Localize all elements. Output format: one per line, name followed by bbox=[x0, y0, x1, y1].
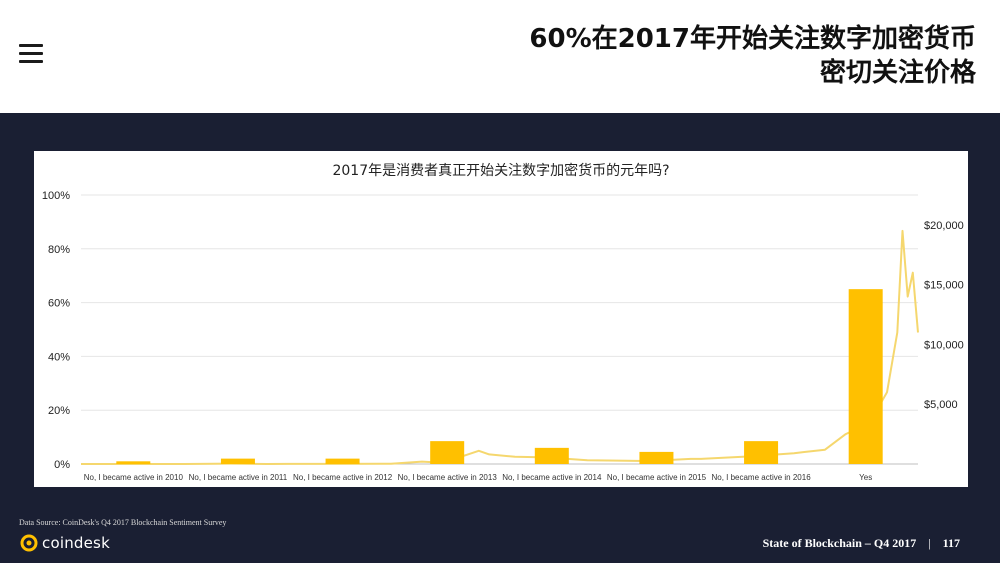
grid-lines bbox=[81, 194, 918, 465]
menu-icon[interactable] bbox=[19, 44, 43, 64]
footer-separator: | bbox=[928, 536, 931, 550]
title-line-2: 密切关注价格 bbox=[819, 58, 976, 88]
chart-title: 2017年是消费者真正开始关注数字加密货币的元年吗? bbox=[332, 162, 669, 179]
bar bbox=[744, 441, 779, 464]
y-tick-label: 40% bbox=[48, 351, 70, 363]
bar bbox=[325, 458, 360, 464]
x-tick-label: Yes bbox=[859, 473, 872, 482]
price-series bbox=[81, 229, 919, 465]
footer-report-name: State of Blockchain – Q4 2017 bbox=[762, 536, 917, 550]
x-tick-label: No, I became active in 2013 bbox=[398, 473, 498, 482]
data-source-note: Data Source: CoinDesk's Q4 2017 Blockcha… bbox=[19, 518, 227, 527]
x-tick-label: No, I became active in 2014 bbox=[502, 473, 602, 482]
y2-tick-label: $10,000 bbox=[924, 339, 964, 351]
bar-series bbox=[116, 289, 883, 464]
coindesk-logo-icon bbox=[20, 534, 38, 552]
x-tick-label: No, I became active in 2010 bbox=[84, 473, 184, 482]
bar bbox=[534, 447, 569, 464]
x-tick-label: No, I became active in 2011 bbox=[189, 473, 288, 482]
x-tick-label: No, I became active in 2015 bbox=[607, 473, 707, 482]
x-tick-label: No, I became active in 2012 bbox=[293, 473, 393, 482]
y2-tick-label: $20,000 bbox=[924, 220, 964, 232]
bar bbox=[848, 289, 883, 464]
y-tick-label: 20% bbox=[48, 405, 70, 417]
y-tick-label: 80% bbox=[48, 244, 70, 256]
title-line-1: 60%在2017年开始关注数字加密货币 bbox=[529, 24, 976, 54]
bar bbox=[430, 441, 465, 464]
chart: 2017年是消费者真正开始关注数字加密货币的元年吗? 0% 20% 40% 60% 80… bbox=[42, 162, 964, 482]
bar bbox=[116, 461, 151, 464]
y2-tick-label: $15,000 bbox=[924, 280, 964, 292]
y-tick-label: 100% bbox=[42, 190, 70, 202]
y-tick-label: 0% bbox=[54, 459, 70, 471]
slide-title: 60%在2017年开始关注数字加密货币 密切关注价格 bbox=[529, 22, 976, 90]
footer: State of Blockchain – Q4 2017 | 117 bbox=[763, 536, 960, 551]
coindesk-logo-text: coindesk bbox=[42, 534, 110, 552]
y2-tick-label: $5,000 bbox=[924, 399, 958, 411]
price-line bbox=[81, 229, 919, 465]
bar bbox=[639, 451, 674, 464]
y-tick-label: 60% bbox=[48, 298, 70, 310]
axis-labels: 0% 20% 40% 60% 80% 100% $5,000 $10,000 $15,000 $2… bbox=[42, 190, 964, 482]
chart-panel: 2017年是消费者真正开始关注数字加密货币的元年吗? 0% 20% 40% 60% 80… bbox=[34, 151, 968, 487]
page-number: 117 bbox=[942, 536, 960, 550]
x-tick-label: No, I became active in 2016 bbox=[711, 473, 811, 482]
header-bar: 60%在2017年开始关注数字加密货币 密切关注价格 bbox=[0, 0, 1000, 113]
bar bbox=[220, 458, 255, 464]
